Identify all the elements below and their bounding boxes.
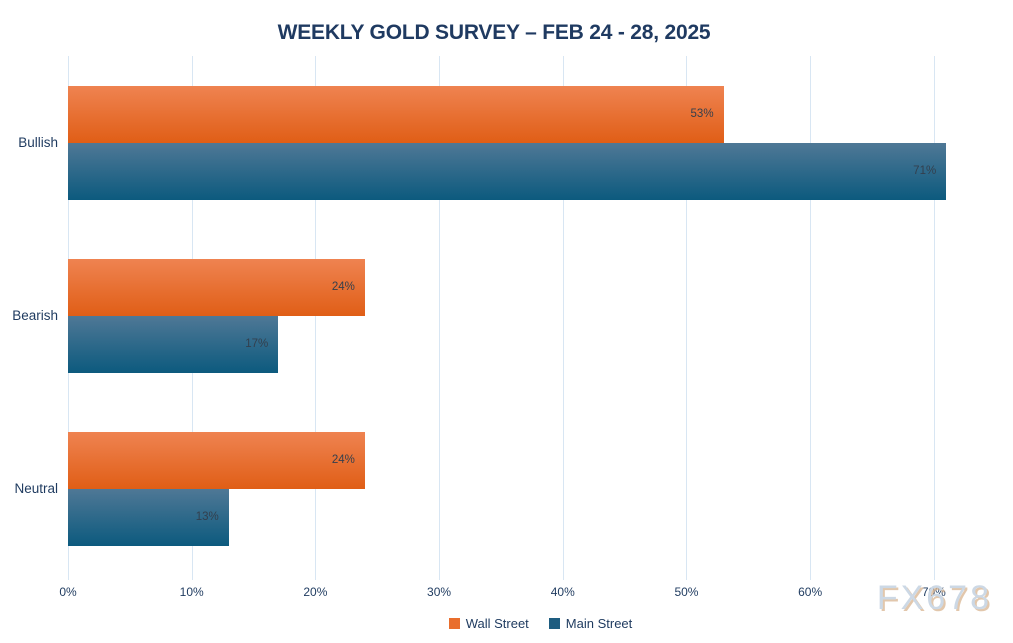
x-tick-label: 50% <box>674 585 699 599</box>
x-tick-label: 10% <box>179 585 204 599</box>
gridline <box>439 56 441 580</box>
category-label-bearish: Bearish <box>12 308 58 323</box>
x-tick-label: 70% <box>921 585 946 599</box>
data-label: 53% <box>690 108 714 120</box>
x-tick-label: 40% <box>550 585 575 599</box>
data-label: 13% <box>195 511 219 523</box>
gridline <box>933 56 935 580</box>
plot-area: 53% 71% 24% 17% 24% 13% <box>68 56 1013 580</box>
legend-item-wall-street: Wall Street <box>448 616 529 631</box>
bar-wall-street-bullish: 53% <box>68 85 724 143</box>
watermark: FX678 <box>876 579 992 617</box>
y-axis-labels: Bullish Bearish Neutral <box>0 56 58 575</box>
legend: Wall Street Main Street <box>68 616 1013 631</box>
x-tick-label: 30% <box>427 585 452 599</box>
bar-wall-street-neutral: 24% <box>68 431 365 489</box>
bar-main-street-bullish: 71% <box>68 142 947 200</box>
legend-label: Wall Street <box>465 616 529 631</box>
x-axis: 0% 10% 20% 30% 40% 50% 60% 70% <box>59 585 1013 601</box>
gridline <box>315 56 317 580</box>
gridline <box>562 56 564 580</box>
category-label-neutral: Neutral <box>14 481 58 496</box>
legend-swatch-icon <box>548 618 560 629</box>
bar-main-street-bearish: 17% <box>68 315 279 373</box>
legend-item-main-street: Main Street <box>548 616 633 631</box>
gridline <box>686 56 688 580</box>
gridline <box>810 56 812 580</box>
bar-main-street-neutral: 13% <box>68 488 229 546</box>
x-tick-label: 0% <box>59 585 77 599</box>
x-tick-label: 20% <box>303 585 328 599</box>
data-label: 71% <box>913 165 937 177</box>
legend-swatch-icon <box>448 618 460 629</box>
x-tick-label: 60% <box>798 585 823 599</box>
category-label-bullish: Bullish <box>18 135 58 150</box>
chart-title: WEEKLY GOLD SURVEY – FEB 24 - 28, 2025 <box>277 21 711 44</box>
legend-label: Main Street <box>565 616 633 631</box>
bar-wall-street-bearish: 24% <box>68 258 365 316</box>
data-label: 17% <box>245 338 269 350</box>
data-label: 24% <box>331 281 355 293</box>
data-label: 24% <box>331 454 355 466</box>
